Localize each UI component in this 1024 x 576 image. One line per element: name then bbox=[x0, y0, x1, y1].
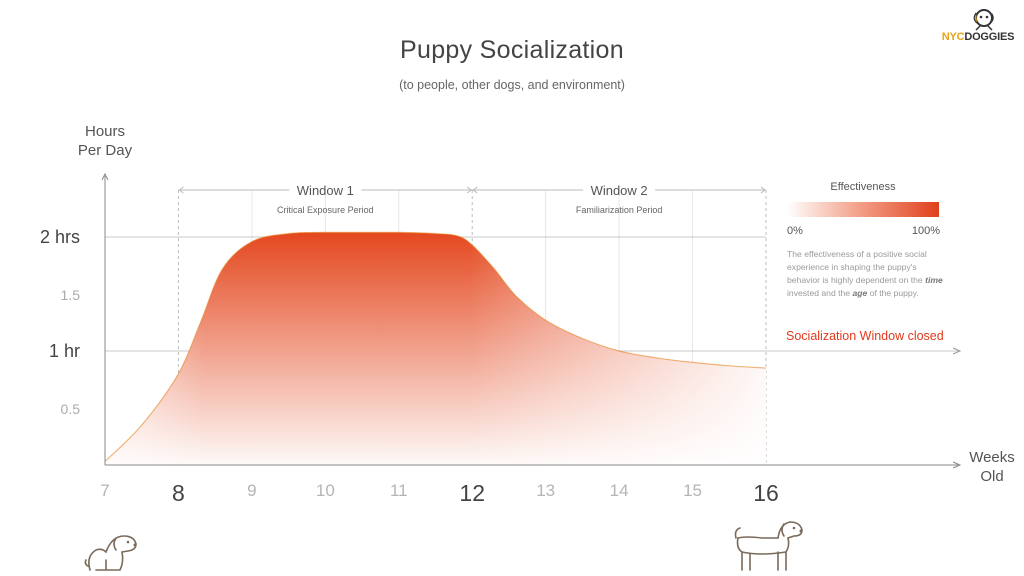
window-bracket-arrow bbox=[178, 186, 184, 194]
legend-max-label: 100% bbox=[911, 225, 940, 237]
brand-wordmark: NYCDOGGIES bbox=[941, 31, 1015, 43]
area-fade-horizontal bbox=[105, 232, 766, 465]
area-layer bbox=[104, 231, 767, 465]
chart-subtitle: (to people, other dogs, and environment) bbox=[399, 78, 625, 92]
y-axis-title-line2: Per Day bbox=[77, 142, 133, 159]
x-tick-label: 8 bbox=[172, 480, 185, 506]
chart-title: Puppy Socialization bbox=[400, 36, 624, 64]
legend-title: Effectiveness bbox=[830, 181, 896, 193]
window-bracket-arrow bbox=[466, 186, 473, 194]
y-tick-label: 1.5 bbox=[61, 287, 81, 303]
window-closed-arrowhead bbox=[952, 347, 962, 355]
y-tick-label: 0.5 bbox=[61, 401, 81, 417]
y-tick-label: 1 hr bbox=[49, 341, 80, 361]
x-axis-title: Weeks Old bbox=[962, 448, 1022, 486]
x-tick-label: 15 bbox=[683, 481, 702, 500]
x-axis-arrow bbox=[952, 461, 962, 469]
legend-description: The effectiveness of a positive social e… bbox=[787, 249, 943, 298]
x-tick-label: 10 bbox=[316, 481, 335, 500]
sitting-puppy-icon bbox=[84, 535, 137, 571]
y-tick-label: 2 hrs bbox=[40, 227, 80, 247]
window-bracket-arrow bbox=[760, 186, 766, 194]
window-description: Familiarization Period bbox=[576, 205, 663, 215]
brand-logo: NYCDOGGIES bbox=[936, 6, 1020, 46]
window-brackets: Window 1 Critical Exposure Period Window 2… bbox=[178, 183, 766, 215]
standing-dog-icon bbox=[734, 521, 803, 571]
window-2: Window 2 Familiarization Period bbox=[472, 183, 766, 215]
x-tick-label: 12 bbox=[459, 480, 485, 506]
x-tick-label: 14 bbox=[610, 481, 629, 500]
x-tick-label: 13 bbox=[536, 481, 555, 500]
window-1: Window 1 Critical Exposure Period bbox=[178, 183, 473, 215]
window-bracket-arrow bbox=[472, 186, 478, 194]
y-axis-title: Hours Per Day bbox=[70, 122, 140, 160]
tick-labels: 7 8 9 10 11 12 13 14 15 16 2 hrs 1.5 1 hr 0.5 bbox=[40, 227, 779, 506]
x-axis-title-line1: Weeks bbox=[969, 449, 1015, 466]
window-name: Window 2 bbox=[591, 183, 648, 198]
dog-head-icon bbox=[973, 9, 994, 31]
x-tick-label: 16 bbox=[753, 480, 779, 506]
x-axis-title-line2: Old bbox=[980, 468, 1004, 485]
x-tick-label: 9 bbox=[247, 481, 256, 500]
legend-min-label: 0% bbox=[787, 225, 803, 237]
x-tick-label: 11 bbox=[390, 481, 408, 500]
window-description: Critical Exposure Period bbox=[277, 205, 374, 215]
y-axis-title-line1: Hours bbox=[84, 123, 125, 140]
axes bbox=[101, 172, 962, 469]
window-closed-annotation: Socialization Window closed bbox=[786, 329, 944, 343]
legend-gradient-bar bbox=[787, 202, 939, 217]
y-axis-arrow bbox=[101, 172, 109, 181]
series-line bbox=[104, 231, 767, 463]
window-name: Window 1 bbox=[297, 183, 354, 198]
x-tick-label: 7 bbox=[100, 481, 109, 500]
